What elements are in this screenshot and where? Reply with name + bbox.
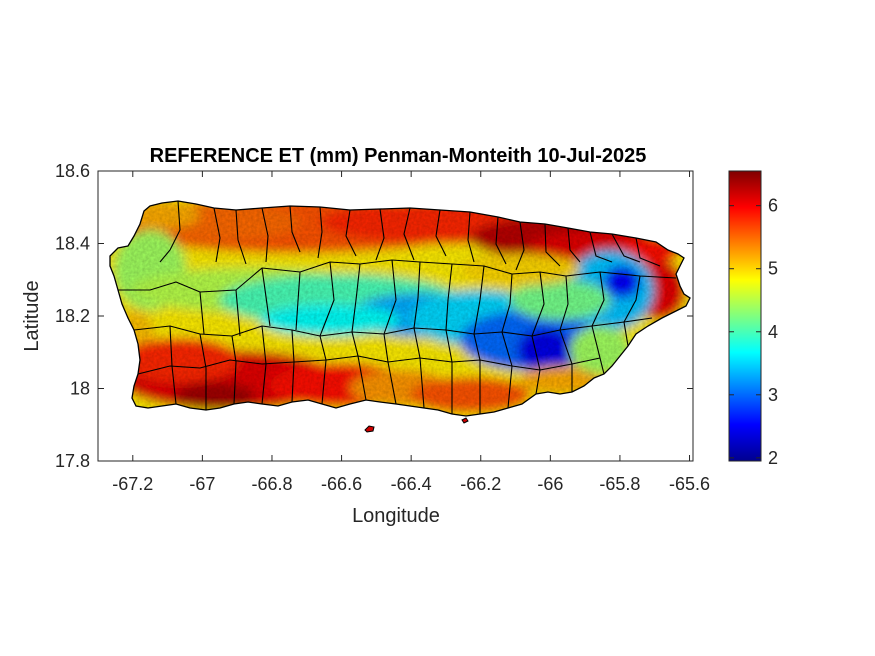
municipality-boundary [133, 317, 653, 337]
colorbar-tick-label: 3 [768, 385, 778, 405]
municipality-boundary [137, 355, 601, 375]
municipality-boundary [403, 207, 415, 261]
municipality-boundary [317, 206, 323, 259]
colorbar-tick-label: 4 [768, 322, 778, 342]
municipality-boundary [495, 216, 507, 265]
municipality-boundary [567, 227, 581, 263]
x-tick-label: -67.2 [112, 474, 153, 494]
municipality-boundary [291, 329, 295, 403]
municipality-boundary [213, 207, 221, 263]
municipality-boundary [199, 333, 207, 410]
x-tick-label: -67 [189, 474, 215, 494]
municipality-boundary [467, 211, 475, 263]
y-tick-label: 17.8 [55, 451, 90, 471]
municipality-boundary [235, 289, 241, 337]
municipality-boundary [319, 335, 327, 405]
municipality-boundary [375, 208, 385, 261]
municipality-boundary [611, 233, 641, 263]
x-tick-label: -66.6 [321, 474, 362, 494]
municipality-boundary [235, 209, 247, 265]
municipality-boundary [435, 209, 447, 257]
municipality-boundary [515, 221, 525, 271]
municipality-boundary [351, 331, 367, 401]
colorbar-tick-label: 2 [768, 448, 778, 468]
caja-de-muertos-island [364, 425, 375, 433]
municipality-boundary [589, 231, 613, 263]
x-tick-label: -65.6 [669, 474, 710, 494]
municipality-boundary [345, 209, 357, 257]
island-coastline [109, 200, 691, 417]
municipality-boundary [413, 261, 421, 329]
municipality-boundary [231, 335, 237, 405]
y-tick-label: 18 [70, 379, 90, 399]
municipality-boundary [501, 273, 513, 333]
x-tick-label: -66 [537, 474, 563, 494]
municipality-boundary [261, 207, 269, 263]
municipality-boundary [635, 237, 661, 267]
municipality-boundary [473, 333, 481, 414]
municipality-boundary [261, 325, 267, 405]
x-axis: -67.2 -67 -66.8 -66.6 -66.4 -66.2 -66 -65.8 -65.… [112, 171, 710, 494]
y-tick-label: 18.2 [55, 306, 90, 326]
municipality-boundary [159, 200, 181, 263]
small-south-islet [461, 417, 469, 424]
chart-title: REFERENCE ET (mm) Penman-Monteith 10-Jul… [150, 145, 647, 167]
x-axis-label: Longitude [352, 505, 440, 527]
x-tick-label: -66.4 [391, 474, 432, 494]
municipality-boundary [623, 321, 629, 347]
municipality-boundary [445, 329, 453, 414]
y-axis-label: Latitude [21, 280, 43, 351]
municipality-boundary [591, 325, 605, 375]
municipality-boundary [531, 271, 545, 337]
municipality-boundary [261, 267, 271, 327]
municipality-boundary [319, 261, 335, 337]
y-tick-label: 18.6 [55, 161, 90, 181]
municipality-boundary [295, 271, 301, 331]
municipality-boundary [383, 259, 397, 335]
municipality-boundaries [118, 200, 677, 414]
municipality-boundary [501, 331, 513, 409]
colorbar-tick-label: 6 [768, 196, 778, 216]
municipality-boundary [591, 271, 605, 327]
municipality-boundary [559, 275, 569, 331]
x-tick-label: -66.8 [251, 474, 292, 494]
municipality-boundary [623, 275, 641, 323]
y-axis: 17.8 18 18.2 18.4 18.6 [55, 161, 693, 471]
colorbar [728, 170, 762, 462]
municipality-boundary [413, 327, 425, 409]
x-tick-label: -65.8 [599, 474, 640, 494]
municipality-boundary [445, 263, 453, 331]
municipality-boundary [351, 263, 361, 333]
municipality-boundary [169, 325, 177, 405]
municipality-boundary [559, 329, 573, 392]
x-tick-label: -66.2 [460, 474, 501, 494]
municipality-boundary [289, 205, 301, 253]
colorbar-ticks: 2 3 4 5 6 [729, 196, 778, 468]
municipality-boundary [383, 333, 397, 405]
municipality-boundary [531, 335, 541, 395]
y-tick-label: 18.4 [55, 234, 90, 254]
colorbar-tick-label: 5 [768, 259, 778, 279]
municipality-boundary [544, 223, 561, 267]
municipality-boundary [473, 265, 485, 335]
municipality-boundary [199, 291, 205, 335]
